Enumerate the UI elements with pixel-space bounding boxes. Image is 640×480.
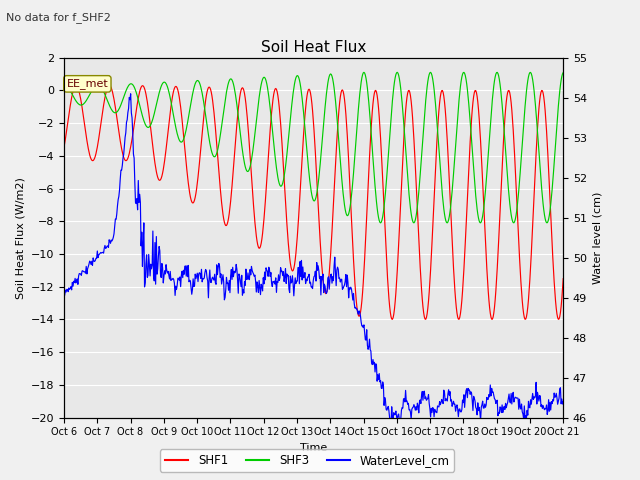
Text: EE_met: EE_met (67, 78, 108, 89)
X-axis label: Time: Time (300, 443, 327, 453)
Title: Soil Heat Flux: Soil Heat Flux (261, 40, 366, 55)
Text: No data for f_SHF2: No data for f_SHF2 (6, 12, 111, 23)
Y-axis label: Water level (cm): Water level (cm) (593, 192, 603, 284)
Y-axis label: Soil Heat Flux (W/m2): Soil Heat Flux (W/m2) (15, 177, 25, 299)
Legend: SHF1, SHF3, WaterLevel_cm: SHF1, SHF3, WaterLevel_cm (160, 449, 454, 472)
